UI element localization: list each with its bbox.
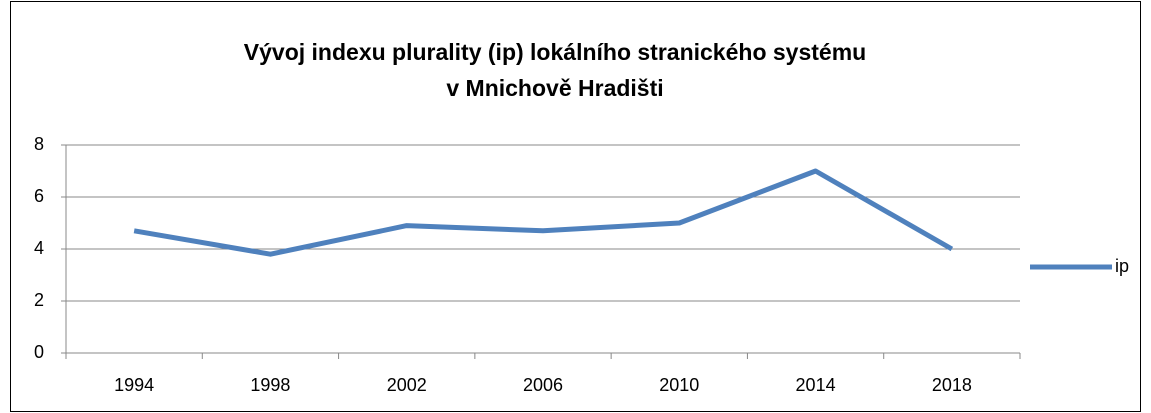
y-tick-label: 2 — [34, 290, 44, 310]
x-tick-label: 2010 — [659, 375, 699, 395]
y-tick-label: 0 — [34, 342, 44, 362]
x-tick-label: 1994 — [114, 375, 154, 395]
x-tick-label: 2014 — [796, 375, 836, 395]
chart-frame — [10, 1, 1141, 412]
y-tick-label: 8 — [34, 134, 44, 154]
x-tick-label: 2002 — [387, 375, 427, 395]
x-tick-label: 2006 — [523, 375, 563, 395]
data-line — [133, 168, 954, 257]
x-tick-label: 2018 — [932, 375, 972, 395]
chart-title: v Mnichově Hradišti — [446, 75, 663, 101]
legend-label: ip — [1115, 256, 1129, 276]
y-tick-label: 6 — [34, 186, 44, 206]
chart-title: Vývoj indexu plurality (ip) lokálního st… — [244, 39, 866, 65]
y-tick-label: 4 — [34, 238, 44, 258]
x-tick-label: 1998 — [250, 375, 290, 395]
